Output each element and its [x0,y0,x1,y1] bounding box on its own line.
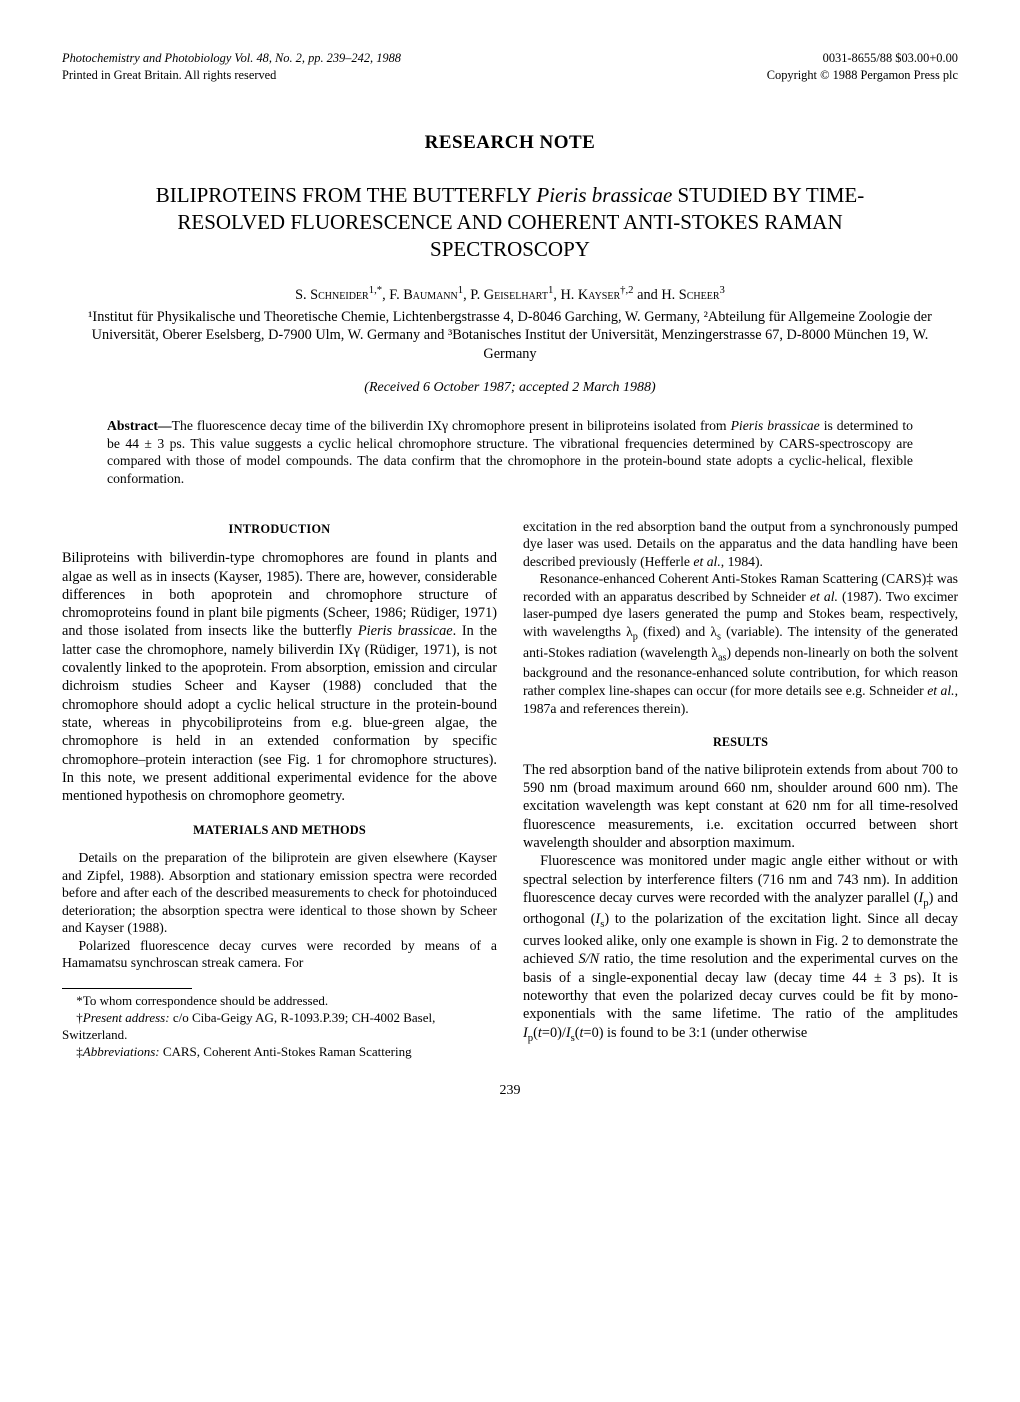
methods-continued: excitation in the red absorption band th… [523,518,958,718]
methods-heading: MATERIALS AND METHODS [62,823,497,839]
running-header: Photochemistry and Photobiology Vol. 48,… [62,50,958,83]
results-heading: RESULTS [523,735,958,751]
footnote-correspondence: *To whom correspondence should be addres… [62,993,497,1010]
intro-paragraph: Biliproteins with biliverdin-type chromo… [62,549,497,805]
page-number: 239 [62,1082,958,1100]
abstract-label: Abstract— [107,418,172,433]
title-species: Pieris brassicae [536,183,672,207]
header-left: Photochemistry and Photobiology Vol. 48,… [62,50,401,83]
journal-citation: Photochemistry and Photobiology Vol. 48,… [62,51,401,65]
right-column: excitation in the red absorption band th… [523,518,958,1061]
results-p2: Fluorescence was monitored under magic a… [523,852,958,1045]
intro-heading: INTRODUCTION [62,522,497,538]
footnote-rule [62,988,192,989]
issn-price: 0031-8655/88 $03.00+0.00 [823,51,958,65]
footnote-abbreviations: ‡Abbreviations: CARS, Coherent Anti-Stok… [62,1044,497,1061]
print-statement: Printed in Great Britain. All rights res… [62,68,276,82]
left-column: INTRODUCTION Biliproteins with biliverdi… [62,518,497,1061]
received-dates: (Received 6 October 1987; accepted 2 Mar… [62,379,958,397]
article-title: BILIPROTEINS FROM THE BUTTERFLY Pieris b… [125,182,895,264]
copyright: Copyright © 1988 Pergamon Press plc [767,68,958,82]
title-part1: BILIPROTEINS FROM THE BUTTERFLY [156,183,537,207]
article-type: RESEARCH NOTE [62,131,958,155]
affiliations: ¹Institut für Physikalische und Theoreti… [75,308,945,364]
right-p2: Resonance-enhanced Coherent Anti-Stokes … [523,570,958,717]
abstract: Abstract—The fluorescence decay time of … [107,417,913,487]
methods-body: Details on the preparation of the bilipr… [62,849,497,972]
methods-p2: Polarized fluorescence decay curves were… [62,937,497,972]
footnote-present-address: †Present address: c/o Ciba-Geigy AG, R-1… [62,1010,497,1044]
right-p1: excitation in the red absorption band th… [523,518,958,571]
methods-p1: Details on the preparation of the bilipr… [62,849,497,937]
footnotes: *To whom correspondence should be addres… [62,993,497,1061]
header-right: 0031-8655/88 $03.00+0.00 Copyright © 198… [767,50,958,83]
abstract-body: The fluorescence decay time of the biliv… [107,418,913,486]
results-p1: The red absorption band of the native bi… [523,761,958,852]
body-columns: INTRODUCTION Biliproteins with biliverdi… [62,518,958,1061]
author-list: S. Schneider1,*, F. Baumann1, P. Geiselh… [62,284,958,304]
